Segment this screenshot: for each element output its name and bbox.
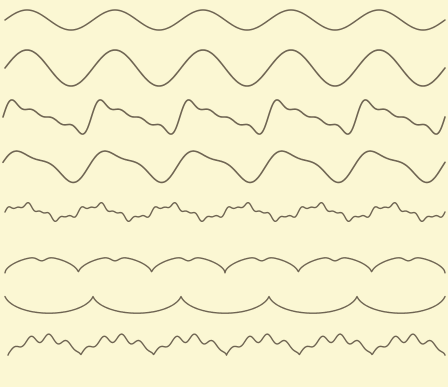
wave-curve-1: [4, 9, 446, 31]
wave-curve-7: [4, 295, 446, 314]
wave-curve-4: [2, 150, 446, 184]
wave-curve-5: [4, 201, 446, 223]
wave-curve-8: [7, 333, 446, 356]
wave-curves-group: [2, 9, 446, 356]
wave-curve-3: [2, 99, 446, 135]
wave-curve-2: [4, 49, 446, 87]
wave-curve-6: [4, 257, 446, 274]
